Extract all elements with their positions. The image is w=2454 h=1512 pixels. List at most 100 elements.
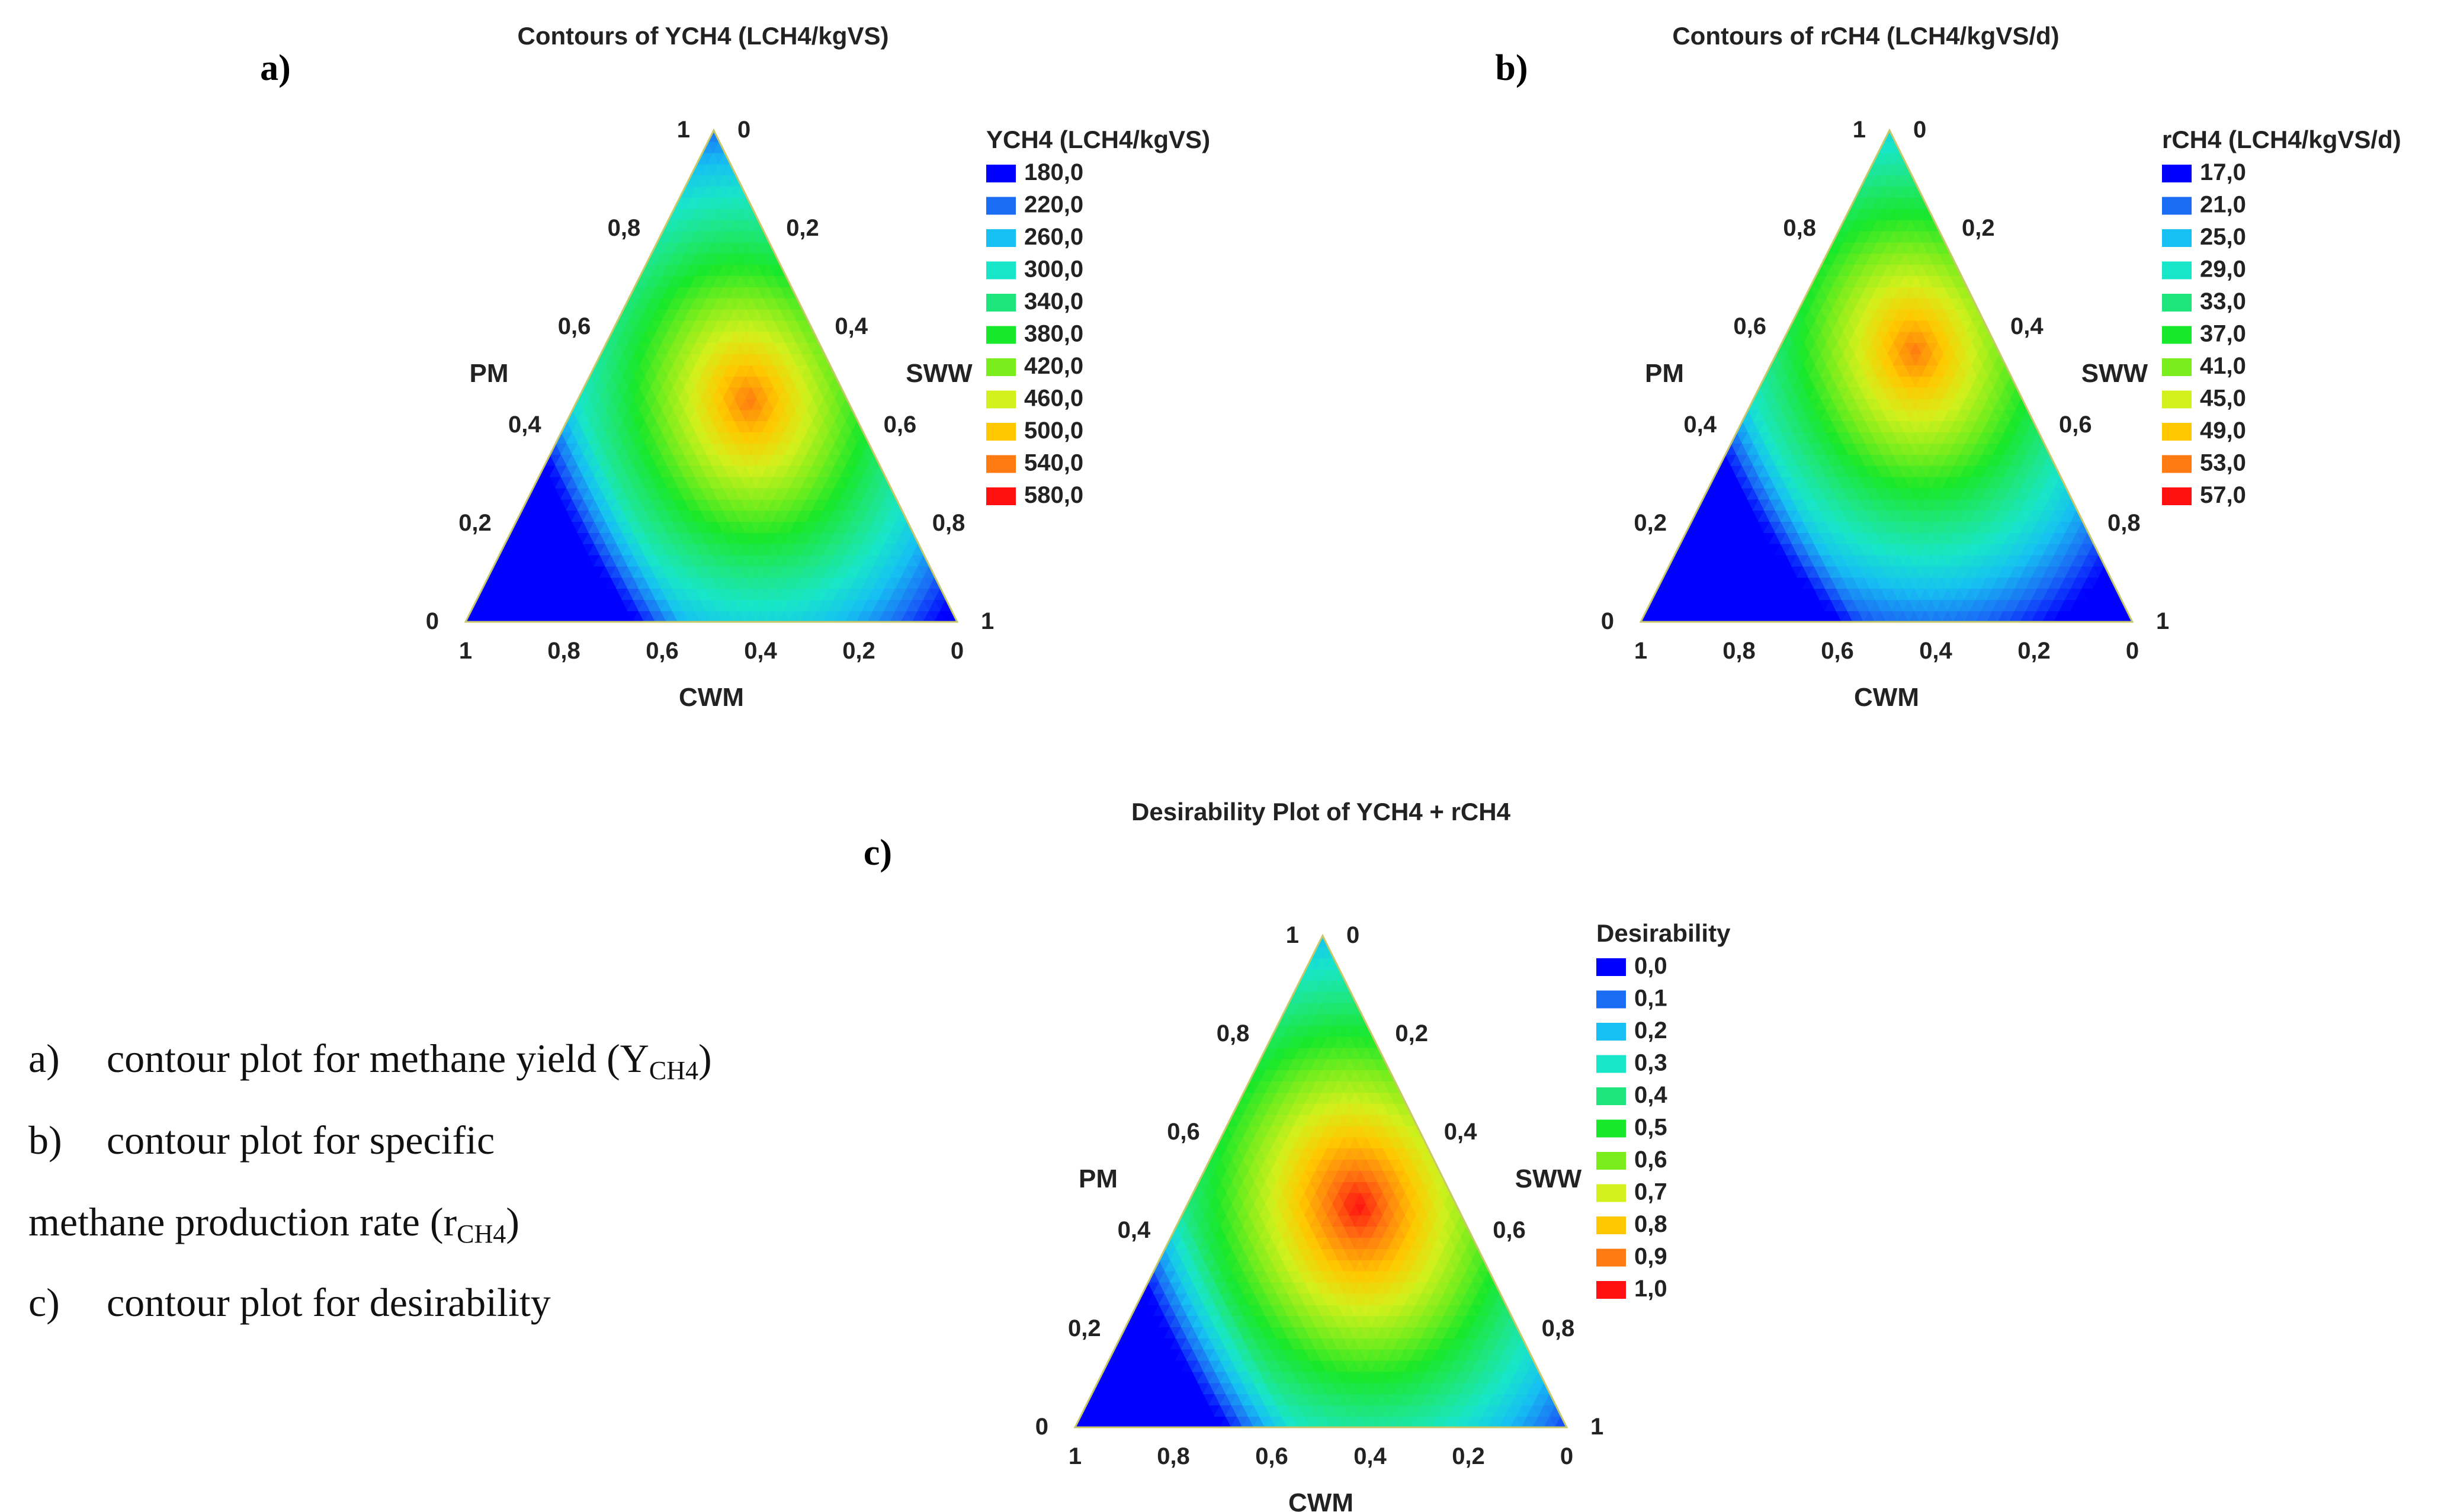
legend-swatch bbox=[986, 294, 1016, 312]
tick-label-bottom: 1 bbox=[1634, 638, 1647, 664]
tick-label-bottom: 0 bbox=[951, 638, 964, 664]
tick-label-left: 0,2 bbox=[1634, 510, 1667, 536]
legend-swatch bbox=[2162, 487, 2192, 505]
tick-label-left: 0,8 bbox=[1783, 215, 1816, 241]
legend-value: 49,0 bbox=[2200, 418, 2246, 444]
legend-value: 340,0 bbox=[1024, 288, 1083, 314]
plot-title: Contours of YCH4 (LCH4/kgVS) bbox=[518, 22, 889, 50]
legend-swatch bbox=[2162, 455, 2192, 473]
tick-label-bottom: 0,8 bbox=[547, 638, 580, 664]
legend-swatch bbox=[2162, 165, 2192, 182]
tick-label-left: 0 bbox=[426, 608, 439, 634]
tick-label-left: 0,2 bbox=[458, 510, 492, 536]
legend-swatch bbox=[2162, 229, 2192, 247]
legend-value: 380,0 bbox=[1024, 321, 1083, 347]
legend-value: 580,0 bbox=[1024, 482, 1083, 508]
plot-title: Desirability Plot of YCH4 + rCH4 bbox=[1131, 798, 1511, 826]
axis-name-right: SWW bbox=[2081, 359, 2148, 388]
plot-title: Contours of rCH4 (LCH4/kgVS/d) bbox=[1672, 22, 2059, 50]
legend-value: 540,0 bbox=[1024, 450, 1083, 476]
legend-swatch bbox=[986, 455, 1016, 473]
legend-value: 260,0 bbox=[1024, 224, 1083, 250]
legend-value: 300,0 bbox=[1024, 256, 1083, 283]
axis-name-bottom: CWM bbox=[679, 683, 744, 712]
legend-value: 500,0 bbox=[1024, 418, 1083, 444]
tick-label-right: 1 bbox=[2156, 608, 2169, 634]
legend-swatch bbox=[986, 358, 1016, 376]
tick-label-left: 1 bbox=[1853, 117, 1866, 143]
legend-swatch bbox=[2162, 390, 2192, 409]
legend-swatch bbox=[986, 197, 1016, 215]
legend-value: 21,0 bbox=[2200, 192, 2246, 218]
tick-label-right: 0,8 bbox=[932, 510, 965, 536]
legend-swatch bbox=[986, 229, 1016, 247]
legend-value: 57,0 bbox=[2200, 482, 2246, 508]
tick-label-bottom: 0,8 bbox=[1722, 638, 1756, 664]
legend-value: 29,0 bbox=[2200, 256, 2246, 283]
legend-swatch bbox=[2162, 423, 2192, 441]
panel-label: c) bbox=[864, 833, 892, 873]
legend-title: YCH4 (LCH4/kgVS) bbox=[986, 126, 1210, 153]
legend-value: 53,0 bbox=[2200, 450, 2246, 476]
contour-fill bbox=[464, 129, 958, 623]
tick-label-right: 0,6 bbox=[884, 412, 917, 438]
tick-label-right: 0,6 bbox=[2059, 412, 2092, 438]
legend-value: 37,0 bbox=[2200, 321, 2246, 347]
tick-label-right: 0 bbox=[737, 117, 750, 143]
tick-label-bottom: 0,2 bbox=[2017, 638, 2051, 664]
triangle-outline bbox=[464, 128, 959, 623]
tick-label-left: 0,6 bbox=[1733, 313, 1766, 339]
tick-label-left: 1 bbox=[677, 117, 690, 143]
tick-label-left: 0,8 bbox=[608, 215, 641, 241]
tick-label-right: 0,2 bbox=[1962, 215, 1995, 241]
legend-value: 180,0 bbox=[1024, 159, 1083, 185]
legend-swatch bbox=[986, 326, 1016, 344]
tick-label-left: 0,4 bbox=[1683, 412, 1717, 438]
legend-swatch bbox=[2162, 197, 2192, 215]
axis-name-left: PM bbox=[1645, 359, 1684, 388]
panel-label: b) bbox=[1495, 48, 1528, 88]
legend-swatch bbox=[986, 423, 1016, 441]
tick-label-right: 0,4 bbox=[835, 313, 868, 339]
panel-0: Contours of YCH4 (LCH4/kgVS) a) 0 0,2 0,4 0,6… bbox=[260, 22, 1210, 712]
contour-fill bbox=[1074, 935, 1568, 1428]
legend-value: 460,0 bbox=[1024, 386, 1083, 412]
tick-label-right: 0,4 bbox=[2010, 313, 2044, 339]
legend-swatch bbox=[986, 261, 1016, 280]
legend-title: rCH4 (LCH4/kgVS/d) bbox=[2162, 126, 2401, 153]
axis-name-left: PM bbox=[470, 359, 509, 388]
panel-2: Desirability Plot of YCH4 + rCH4c)00,20,… bbox=[864, 798, 1731, 1512]
legend-value: 17,0 bbox=[2200, 159, 2246, 185]
tick-label-bottom: 0,6 bbox=[1821, 638, 1854, 664]
legend-value: 45,0 bbox=[2200, 386, 2246, 412]
legend-swatch bbox=[986, 390, 1016, 409]
legend-value: 220,0 bbox=[1024, 192, 1083, 218]
legend-swatch bbox=[986, 165, 1016, 182]
tick-label-right: 0,8 bbox=[2107, 510, 2141, 536]
legend-value: 420,0 bbox=[1024, 353, 1083, 379]
tick-label-bottom: 0,4 bbox=[744, 638, 777, 664]
legend: rCH4 (LCH4/kgVS/d) 17,0 21,0 25,0 29,0 33,0 37… bbox=[2162, 126, 2401, 508]
tick-label-bottom: 0,2 bbox=[842, 638, 875, 664]
legend-value: 33,0 bbox=[2200, 288, 2246, 314]
legend-swatch bbox=[2162, 261, 2192, 280]
legend-swatch bbox=[2162, 294, 2192, 312]
contour-fill bbox=[1640, 129, 2134, 623]
tick-label-left: 0,4 bbox=[508, 412, 541, 438]
panel-label: a) bbox=[260, 48, 291, 88]
tick-label-right: 0,2 bbox=[786, 215, 819, 241]
legend-value: 25,0 bbox=[2200, 224, 2246, 250]
tick-label-bottom: 1 bbox=[459, 638, 472, 664]
tick-label-bottom: 0,6 bbox=[646, 638, 679, 664]
tick-label-left: 0 bbox=[1601, 608, 1614, 634]
legend-swatch bbox=[2162, 358, 2192, 376]
tick-label-bottom: 0 bbox=[2126, 638, 2139, 664]
legend-value: 41,0 bbox=[2200, 353, 2246, 379]
tick-label-bottom: 0,4 bbox=[1919, 638, 1952, 664]
tick-label-left: 0,6 bbox=[558, 313, 591, 339]
tick-label-right: 1 bbox=[981, 608, 994, 634]
axis-name-right: SWW bbox=[906, 359, 973, 388]
panel-1: Contours of rCH4 (LCH4/kgVS/d) b) 0 0,2 0,4 0… bbox=[1495, 22, 2401, 712]
legend: YCH4 (LCH4/kgVS) 180,0 220,0 260,0 300,0 340,… bbox=[986, 126, 1210, 508]
